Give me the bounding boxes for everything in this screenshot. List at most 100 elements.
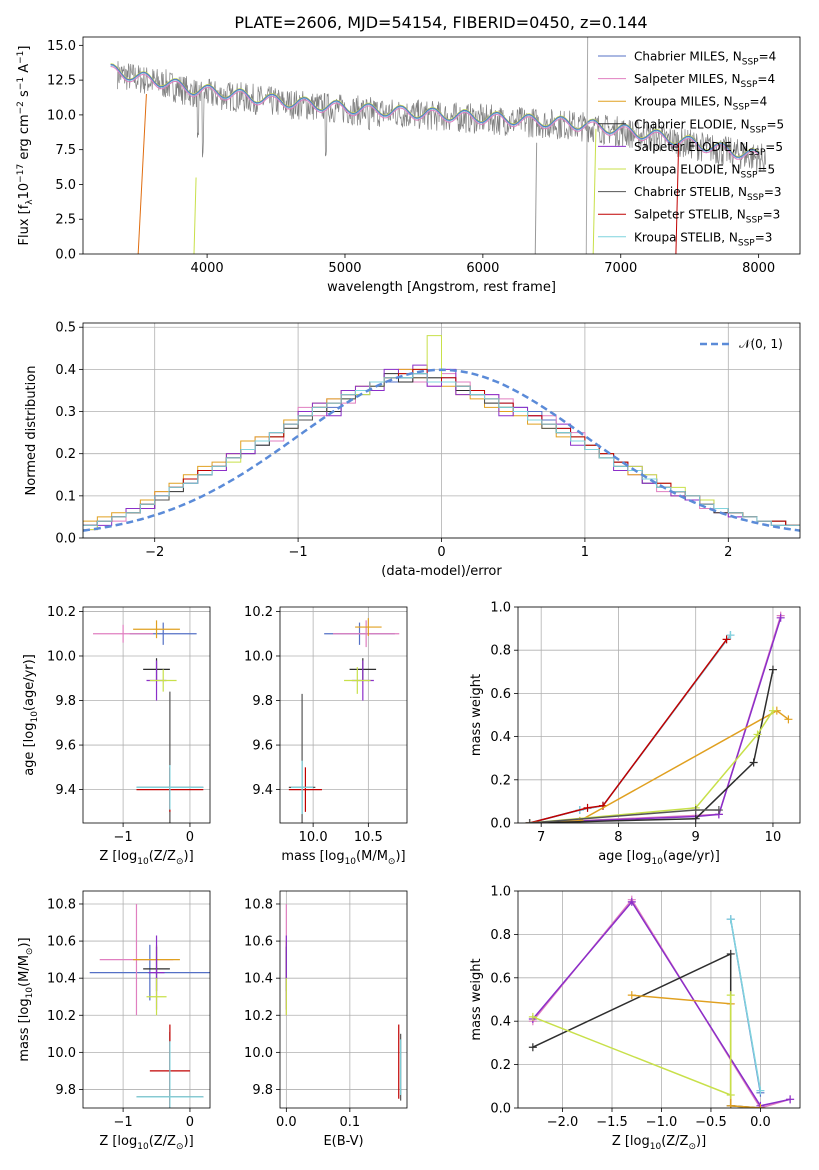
y-tick-label: 9.8 bbox=[55, 1083, 76, 1098]
panel-mass_weight_vs_Z: −2.0 −1.5 −1.0 −0.5 0.0 0.0 0.2 0.4 0.6 0.8 1.0 Z [… bbox=[469, 885, 801, 1152]
mw-line-kroupa-stelib bbox=[729, 919, 762, 1091]
y-tick-label: 9.6 bbox=[55, 739, 76, 754]
x-axis-label-part: )] bbox=[395, 849, 405, 864]
x-tick-label: 0 bbox=[437, 545, 445, 560]
y-axis-label-part: (age/yr)] bbox=[22, 654, 37, 711]
x-tick-label: 1 bbox=[581, 545, 589, 560]
y-axis-label-part: mass [log bbox=[17, 998, 32, 1061]
x-tick-label: −1.0 bbox=[646, 1115, 678, 1130]
x-tick-label: 0 bbox=[186, 830, 194, 845]
y-tick-label: 10.2 bbox=[244, 605, 273, 620]
x-axis-label: wavelength [Angstrom, rest frame] bbox=[327, 280, 556, 295]
y-tick-label: 0.0 bbox=[55, 532, 76, 547]
y-tick-label: 9.4 bbox=[55, 783, 76, 798]
axes-frame bbox=[82, 890, 211, 1109]
x-tick-label: 2 bbox=[724, 545, 732, 560]
y-axis-label-part: Normed distribution bbox=[24, 366, 39, 496]
y-axis-label-part: 10 bbox=[17, 183, 32, 200]
y-tick-label: 12.5 bbox=[47, 74, 76, 89]
y-axis-label-part: A bbox=[17, 64, 32, 77]
y-tick-label: 0.2 bbox=[55, 447, 76, 462]
x-tick-label: −2.0 bbox=[547, 1115, 579, 1130]
spectrum-edge-yellow bbox=[193, 177, 197, 254]
y-axis-label: mass weight bbox=[469, 958, 484, 1040]
mw-line-kroupa-elodie bbox=[529, 710, 774, 823]
y-tick-label: 10.4 bbox=[244, 972, 273, 987]
legend-entry-sub: SSP bbox=[746, 216, 763, 226]
y-tick-label: 0.0 bbox=[490, 817, 511, 832]
x-axis-label-sub: 10 bbox=[651, 857, 663, 867]
y-tick-label: 0.8 bbox=[490, 644, 511, 659]
plot-area bbox=[285, 903, 402, 1101]
y-tick-label: 10.2 bbox=[244, 1009, 273, 1024]
y-tick-label: 0.8 bbox=[490, 928, 511, 943]
x-tick-label: 4000 bbox=[191, 261, 224, 276]
y-tick-label: 10.4 bbox=[47, 972, 76, 987]
panel-residuals: −2 −1 0 1 2 0.0 0.1 0.2 0.3 0.4 0.5 (data-model)/er… bbox=[24, 321, 801, 579]
plot-area bbox=[93, 620, 204, 823]
legend-entry: Salpeter STELIB, NSSP​=3 bbox=[634, 208, 780, 226]
legend-entry-part: Salpeter STELIB, N bbox=[634, 208, 746, 222]
legend-entry: Chabrier MILES, NSSP​=4 bbox=[634, 50, 776, 68]
x-axis-label: mass [log10​(M/M⊙​)] bbox=[281, 849, 405, 867]
y-tick-label: 15.0 bbox=[47, 39, 76, 54]
y-axis-label: mass weight bbox=[469, 674, 484, 756]
legend-entry-part: =4 bbox=[757, 72, 775, 86]
axes-frame bbox=[82, 606, 211, 824]
axes-frame bbox=[517, 606, 801, 824]
mw-marker bbox=[776, 613, 785, 622]
legend-entry: Chabrier ELODIE, NSSP​=5 bbox=[634, 117, 784, 135]
legend-entry-sub: SSP bbox=[738, 238, 755, 248]
y-tick-label: 0.6 bbox=[490, 971, 511, 986]
legend-entry-part: =3 bbox=[755, 230, 773, 244]
y-tick-label: 10.0 bbox=[47, 1046, 76, 1061]
y-axis-label-part: s bbox=[17, 90, 32, 101]
legend-entry: Kroupa STELIB, NSSP​=3 bbox=[634, 230, 772, 248]
y-tick-label: 5.0 bbox=[55, 178, 76, 193]
x-axis-label: age [log10​(age/yr)] bbox=[598, 849, 720, 867]
mw-marker bbox=[583, 803, 592, 812]
x-axis-label-part: )] bbox=[696, 1134, 706, 1149]
y-axis-label-sub: λ bbox=[25, 199, 35, 205]
y-axis-label: Flux [fλ​10−17​ erg cm−2​ s−1​ A−1​] bbox=[16, 46, 35, 246]
x-tick-label: −1.5 bbox=[596, 1115, 628, 1130]
x-axis-label-part: (age/yr)] bbox=[663, 849, 720, 864]
legend-entry: Chabrier STELIB, NSSP​=3 bbox=[634, 185, 782, 203]
legend-entry-part: Chabrier ELODIE, N bbox=[634, 117, 750, 131]
x-axis-label-sub: 10 bbox=[345, 857, 357, 867]
x-tick-label: 8 bbox=[614, 830, 622, 845]
plot-area bbox=[525, 611, 793, 823]
x-axis-label-part: E(B-V) bbox=[323, 1134, 363, 1149]
x-tick-label: 0.0 bbox=[276, 1115, 297, 1130]
x-tick-label: 7000 bbox=[604, 261, 637, 276]
x-axis-label-part: Z [log bbox=[612, 1134, 650, 1149]
y-axis-label-part: )] bbox=[17, 937, 32, 947]
y-axis-label-part: Flux [f bbox=[17, 204, 32, 245]
mw-marker bbox=[714, 806, 723, 815]
y-tick-label: 1.0 bbox=[490, 885, 511, 900]
mw-marker bbox=[528, 1043, 537, 1052]
mw-marker bbox=[753, 730, 762, 739]
y-tick-label: 0.5 bbox=[55, 321, 76, 336]
panel-age_vs_mass: 10.0 10.5 9.4 9.6 9.8 10.0 10.2 mass [log10​(M/… bbox=[244, 605, 408, 867]
x-axis-label-part: wavelength [Angstrom, rest frame] bbox=[327, 280, 556, 295]
legend-entry-part: Chabrier MILES, N bbox=[634, 50, 742, 64]
y-tick-label: 2.5 bbox=[55, 213, 76, 228]
y-axis-label-part: (M/M bbox=[17, 955, 32, 987]
y-tick-label: 10.2 bbox=[47, 605, 76, 620]
mw-marker bbox=[726, 1101, 735, 1108]
y-tick-label: 10.8 bbox=[244, 897, 273, 912]
mw-line-salpeter-miles bbox=[529, 615, 782, 823]
y-tick-label: 0.0 bbox=[490, 1102, 511, 1117]
panel-mass_vs_ebv: 0.0 0.1 9.8 10.0 10.2 10.4 10.6 10.8 E(B-V) bbox=[244, 890, 408, 1149]
mw-marker bbox=[768, 706, 777, 715]
y-tick-label: 0.1 bbox=[55, 489, 76, 504]
spectrum-edge-orange bbox=[137, 94, 147, 254]
legend-entry-part: Kroupa ELODIE, N bbox=[634, 163, 741, 177]
legend-entry-sub: SSP bbox=[741, 80, 758, 90]
y-tick-label: 9.4 bbox=[252, 783, 273, 798]
legend-entry: Salpeter ELODIE, NSSP​=5 bbox=[634, 140, 783, 158]
x-axis-label: Z [log10​(Z/Z⊙​)] bbox=[99, 849, 193, 867]
mw-marker bbox=[691, 806, 700, 815]
spectrum-edge-grey bbox=[534, 142, 538, 254]
